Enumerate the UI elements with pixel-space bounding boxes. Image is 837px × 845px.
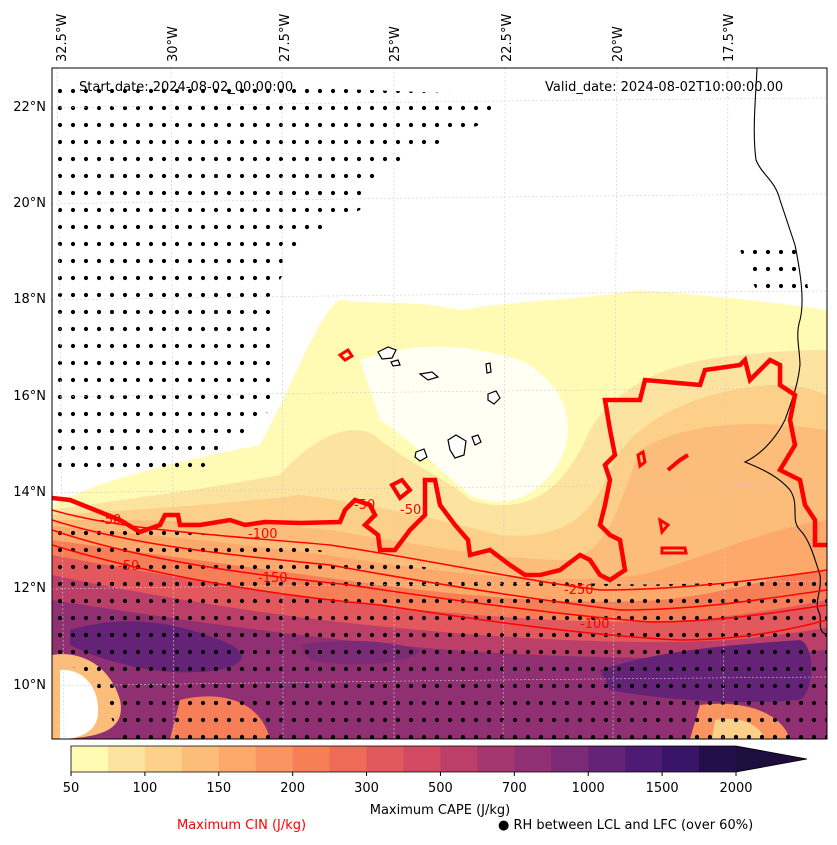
cin-label: -100: [248, 527, 278, 542]
colorbar-label: Maximum CAPE (J/kg): [370, 803, 510, 818]
colorbar-tick-label: 100: [132, 781, 157, 796]
cin-label: -50: [118, 559, 139, 574]
colorbar-segment: [625, 746, 663, 772]
map-frame: [51, 67, 828, 740]
colorbar-segment: [218, 746, 257, 772]
cin-label: -100: [580, 617, 610, 632]
start-date: Start date: 2024-08-02_00:00:00: [79, 80, 293, 95]
colorbar-tick-label: 700: [502, 781, 527, 796]
longitude-labels: 32.5°W 30°W 27.5°W 25°W 22.5°W 20°W 17.5…: [55, 14, 737, 62]
lat-label: 12°N: [13, 581, 46, 596]
rh-stippling: [52, 78, 827, 739]
colorbar-extend-arrow: [736, 746, 807, 772]
colorbar-tick-label: 1500: [646, 781, 679, 796]
colorbar-segment: [366, 746, 404, 772]
colorbar-segment: [403, 746, 441, 772]
colorbar-tick-label: 2000: [719, 781, 752, 796]
colorbar-tick-label: 150: [206, 781, 231, 796]
lat-label: 20°N: [13, 196, 46, 211]
rh-legend-label: RH between LCL and LFC (over 60%): [513, 818, 754, 833]
colorbar-tick-label: 300: [354, 781, 379, 796]
lon-label: 20°W: [611, 26, 626, 62]
lat-label: 10°N: [13, 678, 46, 693]
lat-label: 18°N: [13, 292, 46, 307]
colorbar-tick-label: 50: [63, 781, 80, 796]
colorbar-tick-label: 500: [428, 781, 453, 796]
colorbar-segment: [71, 746, 109, 772]
lat-label: 14°N: [13, 485, 46, 500]
colorbar-segment: [588, 746, 626, 772]
colorbar-segment: [699, 746, 737, 772]
colorbar-segment: [477, 746, 515, 772]
rh-legend: ● RH between LCL and LFC (over 60%): [498, 818, 753, 833]
cin-label: -150: [258, 571, 288, 586]
cin-legend-label: Maximum CIN (J/kg): [177, 818, 307, 833]
colorbar-segment: [292, 746, 331, 772]
cin-label: -250: [564, 583, 594, 598]
lon-label: 27.5°W: [278, 14, 293, 62]
colorbar-segment: [440, 746, 478, 772]
lon-label: 30°W: [166, 26, 181, 62]
lat-label: 16°N: [13, 389, 46, 404]
colorbar-segment: [107, 746, 146, 772]
colorbar-outline: [70, 745, 808, 773]
cin-label: -50: [100, 513, 121, 528]
map-plot-area: -50 -50 -100 -150 -250 -100 -50 -50: [52, 68, 827, 739]
rh-marker-icon: ●: [498, 818, 510, 833]
cin-label: -50: [400, 503, 421, 518]
lon-label: 17.5°W: [722, 14, 737, 62]
cape-colorbar: [70, 745, 808, 773]
colorbar-tick-label: 200: [280, 781, 305, 796]
lon-label: 25°W: [388, 26, 403, 62]
colorbar-segment: [181, 746, 220, 772]
colorbar-segment: [551, 746, 589, 772]
latitude-labels: 22°N 20°N 18°N 16°N 14°N 12°N 10°N: [13, 100, 46, 693]
lat-label: 22°N: [13, 100, 46, 115]
africa-coastline: [743, 68, 827, 636]
lon-label: 22.5°W: [500, 14, 515, 62]
graticule: [52, 68, 827, 739]
valid-date: Valid_date: 2024-08-02T10:00:00.00: [545, 80, 783, 95]
cin-label: -50: [354, 498, 375, 513]
colorbar-segment: [255, 746, 294, 772]
cin-contour-labels: -50 -50 -100 -150 -250 -100 -50 -50: [100, 498, 610, 632]
colorbar-tick-labels: 50 100 150 200 300 500 700 1000 1500 2000: [63, 772, 753, 796]
colorbar-segment: [662, 746, 700, 772]
lon-label: 32.5°W: [55, 14, 70, 62]
colorbar-segment: [329, 746, 368, 772]
colorbar-segment: [144, 746, 183, 772]
colorbar-segment: [514, 746, 552, 772]
colorbar-tick-label: 1000: [572, 781, 605, 796]
cape-verde-islands: [377, 346, 501, 462]
cin-contours: [52, 347, 827, 641]
